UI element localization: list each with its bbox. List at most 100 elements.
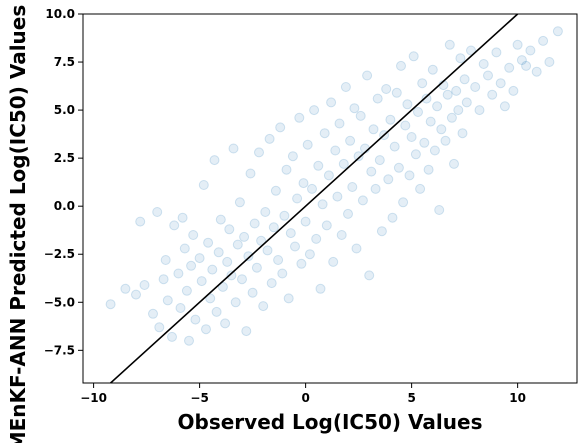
- y-axis-ticks: −7.5 −5.0 −2.5 0.0 2.5 5.0 7.5 10.0: [44, 7, 83, 357]
- data-point: [181, 285, 192, 296]
- data-point: [319, 128, 330, 139]
- data-point: [277, 268, 288, 279]
- data-point: [105, 299, 116, 310]
- data-point: [213, 247, 224, 258]
- data-point: [330, 145, 341, 156]
- data-point: [328, 256, 339, 267]
- data-point: [499, 101, 510, 112]
- data-point: [313, 160, 324, 171]
- data-point: [321, 220, 332, 231]
- data-point: [381, 84, 392, 94]
- data-point: [234, 197, 245, 208]
- x-axis-ticks: −10 −5 0 5 10: [80, 383, 526, 405]
- data-point: [311, 233, 322, 244]
- data-point: [432, 101, 443, 112]
- data-point: [429, 145, 440, 156]
- data-point: [135, 216, 146, 227]
- data-points: [105, 26, 563, 346]
- data-point: [160, 255, 171, 265]
- data-point: [224, 224, 235, 235]
- data-point: [162, 295, 173, 306]
- data-point: [249, 218, 260, 229]
- data-point: [340, 82, 351, 92]
- data-point: [538, 35, 549, 46]
- data-point: [417, 78, 428, 89]
- data-point: [368, 124, 379, 135]
- data-point: [266, 278, 277, 289]
- data-point: [427, 64, 438, 75]
- data-point: [434, 205, 445, 215]
- y-tick-label: −2.5: [44, 247, 75, 261]
- data-point: [228, 143, 239, 154]
- x-tick-label: −10: [80, 391, 107, 405]
- data-point: [207, 264, 218, 275]
- data-point: [355, 110, 366, 121]
- data-point: [372, 93, 383, 104]
- y-tick-label: 2.5: [54, 151, 75, 165]
- data-point: [402, 99, 413, 110]
- data-point: [425, 116, 436, 127]
- data-point: [442, 89, 453, 100]
- data-point: [508, 85, 519, 96]
- data-point: [345, 135, 356, 146]
- data-point: [353, 151, 364, 162]
- data-point: [483, 70, 493, 81]
- data-point: [254, 147, 264, 158]
- data-point: [391, 87, 402, 98]
- data-point: [415, 183, 426, 194]
- data-point: [383, 174, 394, 185]
- data-point: [332, 191, 343, 202]
- data-point: [406, 132, 417, 142]
- data-point: [408, 51, 419, 62]
- data-point: [504, 62, 515, 73]
- data-point: [177, 212, 188, 223]
- data-point: [326, 97, 337, 108]
- data-point: [531, 66, 542, 77]
- data-point: [198, 180, 209, 190]
- data-point: [315, 283, 326, 294]
- data-point: [167, 331, 177, 342]
- identity-reference-line: [110, 13, 519, 384]
- y-tick-label: 10.0: [45, 7, 75, 21]
- data-point: [120, 283, 131, 294]
- data-point: [419, 137, 430, 148]
- y-tick-label: −5.0: [44, 295, 75, 309]
- data-point: [296, 258, 307, 269]
- data-point: [215, 214, 226, 225]
- data-point: [466, 45, 476, 56]
- data-point: [421, 93, 432, 104]
- data-point: [226, 270, 237, 281]
- data-point: [268, 222, 279, 233]
- data-point: [179, 243, 190, 254]
- x-tick-label: 5: [407, 391, 415, 405]
- data-point: [374, 155, 385, 166]
- data-point: [290, 241, 300, 252]
- data-point: [544, 57, 555, 67]
- data-point: [459, 74, 470, 85]
- data-point: [285, 228, 296, 239]
- data-point: [525, 45, 536, 56]
- data-point: [241, 326, 252, 337]
- data-point: [436, 124, 447, 135]
- data-point: [169, 220, 180, 231]
- data-point: [495, 78, 506, 89]
- data-point: [273, 255, 284, 265]
- data-point: [294, 112, 305, 123]
- data-point: [264, 133, 275, 144]
- data-point: [217, 281, 228, 292]
- data-point: [279, 210, 290, 221]
- data-point: [446, 112, 457, 123]
- data-point: [491, 47, 502, 58]
- data-point: [188, 230, 199, 240]
- data-point: [338, 158, 349, 169]
- data-point: [222, 256, 233, 267]
- data-point: [152, 207, 163, 217]
- data-point: [453, 105, 464, 116]
- data-point: [302, 139, 313, 150]
- data-point: [451, 85, 462, 96]
- data-point: [260, 207, 271, 217]
- data-point: [251, 262, 262, 273]
- data-point: [220, 318, 231, 329]
- data-point: [173, 268, 184, 279]
- data-point: [158, 274, 169, 285]
